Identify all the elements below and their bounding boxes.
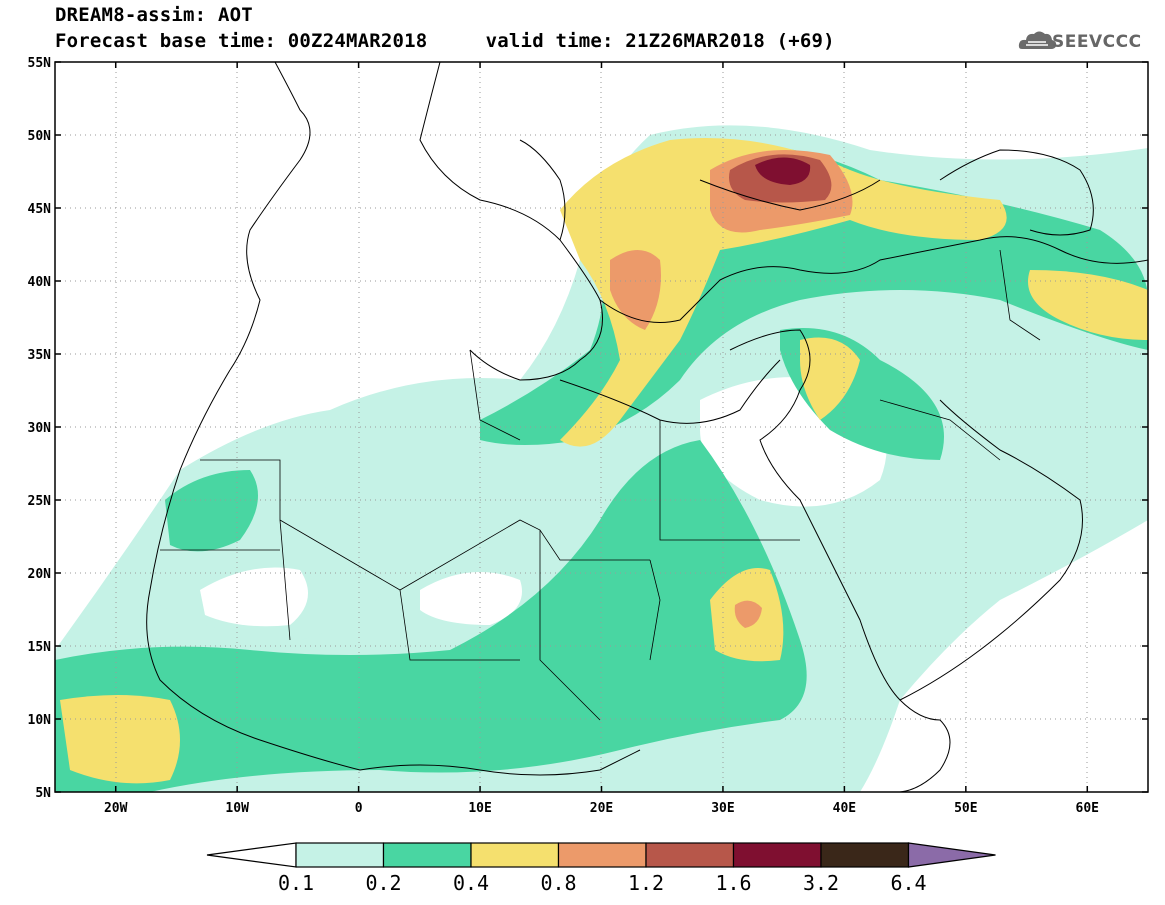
colorbar-level-label: 0.8 xyxy=(540,871,576,895)
colorbar-over-arrow xyxy=(907,842,996,868)
colorbar-under-arrow xyxy=(206,842,297,868)
colorbar-level-label: 6.4 xyxy=(890,871,926,895)
lon-tick-label: 40E xyxy=(833,801,856,816)
colorbar-swatch xyxy=(557,842,647,868)
logo-text: SEEVCCC xyxy=(1052,32,1142,52)
colorbar-swatch xyxy=(295,842,385,868)
colorbar-swatch xyxy=(382,842,472,868)
colorbar-swatch xyxy=(732,842,822,868)
lat-tick-label: 55N xyxy=(28,56,52,71)
aot-band-0.4-east xyxy=(1028,270,1148,340)
axis-ticks xyxy=(55,61,1148,793)
aot-band-0.8-balkans xyxy=(610,250,661,330)
lon-tick-label: 20E xyxy=(590,801,613,816)
clear-area-2 xyxy=(420,572,522,625)
aot-fields xyxy=(55,125,1148,792)
aot-band-0.4-gulf xyxy=(60,695,180,784)
lon-tick-label: 10E xyxy=(468,801,491,816)
lon-tick-label: 30E xyxy=(711,801,734,816)
clear-area-1 xyxy=(200,567,308,627)
lat-tick-label: 30N xyxy=(28,421,52,436)
colorbar-level-label: 0.2 xyxy=(365,871,401,895)
lat-tick-label: 10N xyxy=(28,713,52,728)
lat-tick-label: 50N xyxy=(28,129,52,144)
lat-tick-label: 5N xyxy=(35,786,51,801)
lon-tick-label: 20W xyxy=(104,801,128,816)
lat-tick-label: 45N xyxy=(28,202,52,217)
colorbar-swatch xyxy=(820,842,910,868)
lat-tick-label: 35N xyxy=(28,348,52,363)
chart-title: DREAM8-assim: AOT xyxy=(55,4,253,26)
aot-band-1.6 xyxy=(755,157,811,185)
chart-subtitle: Forecast base time: 00Z24MAR2018 valid t… xyxy=(55,30,835,52)
lon-tick-label: 0 xyxy=(355,801,363,816)
aot-band-0.2-west xyxy=(165,470,258,552)
grid-lines xyxy=(55,62,1148,792)
colorbar-level-label: 0.1 xyxy=(278,871,314,895)
lon-tick-label: 10W xyxy=(225,801,249,816)
colorbar-swatch xyxy=(470,842,560,868)
country-borders xyxy=(160,249,1041,721)
cloud-icon xyxy=(1018,31,1057,49)
coastlines xyxy=(146,62,1148,792)
lon-tick-label: 60E xyxy=(1076,801,1099,816)
lat-tick-label: 20N xyxy=(28,567,52,582)
colorbar-level-label: 1.2 xyxy=(628,871,664,895)
colorbar-swatch xyxy=(645,842,735,868)
lat-tick-label: 25N xyxy=(28,494,52,509)
lat-tick-label: 40N xyxy=(28,275,52,290)
lat-tick-label: 15N xyxy=(28,640,52,655)
aot-band-0.4-levant xyxy=(800,337,860,420)
colorbar-level-label: 0.4 xyxy=(453,871,489,895)
colorbar-level-label: 3.2 xyxy=(803,871,839,895)
aot-band-0.4-europe xyxy=(560,138,1007,447)
lon-tick-label: 50E xyxy=(954,801,977,816)
colorbar-level-label: 1.6 xyxy=(715,871,751,895)
aot-band-0.8-sudan xyxy=(734,600,762,628)
aot-band-0.2-sahel xyxy=(55,440,807,792)
